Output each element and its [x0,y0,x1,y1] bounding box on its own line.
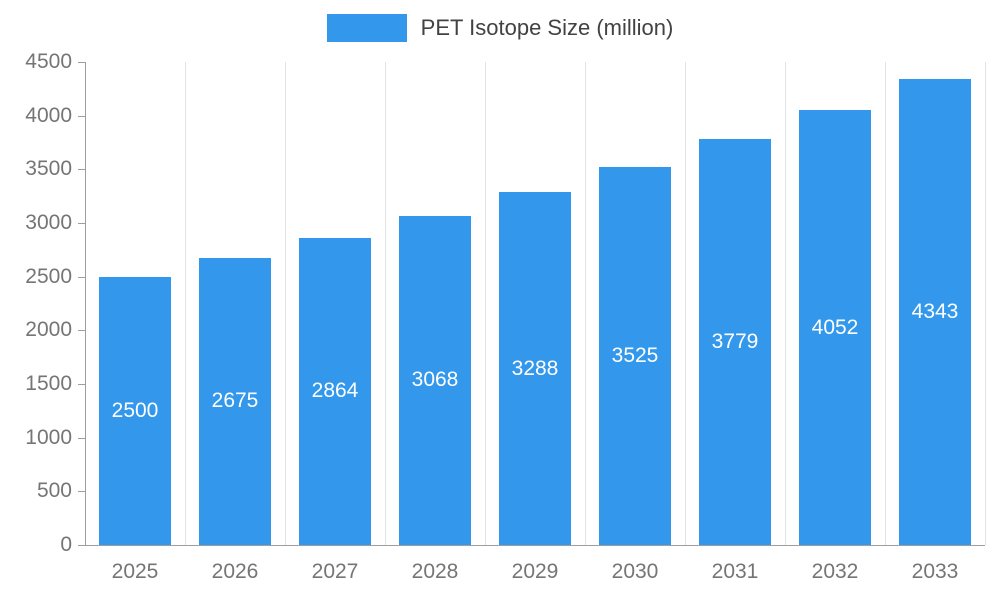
bar-2025[interactable]: 2500 [99,276,171,545]
bar-2032[interactable]: 4052 [799,110,871,545]
x-axis-label: 2026 [211,560,259,583]
x-axis-label: 2025 [111,560,159,583]
y-tick-mark [78,491,85,493]
bar-2029[interactable]: 3288 [499,192,571,545]
y-tick-mark [78,169,85,171]
bar-value-label: 2864 [311,379,359,403]
y-tick-mark [78,115,85,117]
bar-2028[interactable]: 3068 [399,215,471,545]
y-axis-label: 500 [36,479,72,503]
bar-2031[interactable]: 3779 [699,139,771,545]
gridline [685,62,686,545]
bar-value-label: 3779 [711,330,759,354]
gridline [985,62,986,545]
y-tick-mark [78,384,85,385]
y-axis-line [85,62,86,545]
x-axis-label: 2032 [811,560,859,583]
bar-2030[interactable]: 3525 [599,166,671,545]
gridline [585,62,586,545]
legend: PET Isotope Size (million) [0,14,1000,42]
y-tick-mark [78,545,85,546]
y-tick-mark [78,223,85,224]
bar-2026[interactable]: 2675 [199,257,271,545]
bar-value-label: 2675 [211,389,259,413]
x-axis-label: 2033 [911,560,959,583]
gridline [285,62,286,545]
y-axis-label: 3500 [25,157,72,181]
x-axis-label: 2030 [611,560,659,583]
bar-2027[interactable]: 2864 [299,237,371,545]
y-tick-mark [78,330,85,332]
bar-value-label: 3525 [611,343,659,367]
y-axis-label: 0 [60,533,72,556]
x-axis-label: 2027 [311,560,359,583]
y-axis-label: 2500 [25,264,72,288]
x-axis-label: 2028 [411,560,459,583]
bar-value-label: 3068 [411,368,459,392]
legend-label: PET Isotope Size (million) [420,15,674,40]
bar-value-label: 2500 [111,398,159,422]
y-axis-label: 3000 [25,211,72,234]
y-axis-label: 2000 [25,318,72,342]
y-axis-label: 1500 [25,372,72,395]
y-tick-mark [78,276,85,278]
gridline [385,62,386,545]
gridline [885,62,886,545]
y-tick-mark [78,437,85,439]
gridline [185,62,186,545]
y-axis-label: 1000 [25,425,72,449]
gridline [485,62,486,545]
bar-2033[interactable]: 4343 [899,78,971,545]
legend-swatch-icon [326,14,407,42]
y-axis-label: 4500 [25,50,72,73]
gridline [785,62,786,545]
bar-value-label: 4052 [811,315,859,339]
y-tick-mark [78,62,85,63]
x-axis-label: 2029 [511,560,559,583]
x-axis-label: 2031 [711,560,759,583]
bar-value-label: 3288 [511,356,559,380]
bar-value-label: 4343 [911,299,959,323]
y-axis-label: 4000 [25,103,72,127]
x-axis-line [85,545,985,546]
